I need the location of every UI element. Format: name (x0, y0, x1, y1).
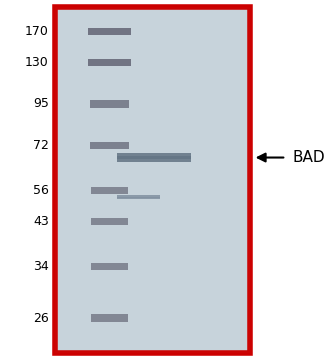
Bar (55, 307, 250, 312)
Bar (55, 330, 250, 336)
Bar (117, 156, 191, 159)
Bar (55, 99, 250, 105)
Bar (55, 7, 250, 13)
Bar (55, 36, 250, 42)
Text: 34: 34 (33, 260, 49, 273)
Bar (55, 249, 250, 255)
Text: 130: 130 (25, 56, 49, 69)
Bar (55, 30, 250, 36)
Bar (90, 141, 129, 149)
Bar (91, 314, 128, 322)
Bar (55, 284, 250, 289)
Bar (55, 209, 250, 215)
Bar (55, 76, 250, 82)
Bar (55, 168, 250, 174)
Bar (55, 134, 250, 140)
Bar (55, 341, 250, 347)
Bar (55, 59, 250, 65)
Bar (55, 266, 250, 272)
Text: 43: 43 (33, 215, 49, 228)
Bar (55, 232, 250, 238)
Bar (55, 255, 250, 261)
Bar (55, 226, 250, 232)
Bar (88, 28, 131, 35)
Bar (55, 278, 250, 284)
Bar (55, 203, 250, 209)
Bar (117, 195, 160, 199)
Bar (55, 151, 250, 157)
Bar (55, 261, 250, 266)
Bar (55, 71, 250, 76)
Bar (55, 336, 250, 341)
Bar (55, 111, 250, 117)
Bar (55, 24, 250, 30)
Text: 56: 56 (33, 184, 49, 197)
Bar (91, 218, 128, 225)
Bar (55, 94, 250, 99)
Bar (55, 243, 250, 249)
Bar (55, 220, 250, 226)
Bar (55, 318, 250, 324)
Bar (55, 122, 250, 128)
Bar (117, 153, 191, 162)
Bar (55, 42, 250, 48)
Bar (55, 105, 250, 111)
Bar (55, 238, 250, 243)
Bar (91, 186, 128, 194)
Bar (55, 197, 250, 203)
Bar (55, 192, 250, 197)
Bar (55, 312, 250, 318)
Bar (55, 13, 250, 19)
Bar (55, 53, 250, 59)
Bar (90, 100, 129, 108)
Bar (55, 128, 250, 134)
Bar (55, 163, 250, 168)
Bar (55, 19, 250, 24)
Bar (55, 48, 250, 53)
Bar (55, 324, 250, 330)
Bar (55, 157, 250, 163)
Bar (55, 180, 250, 186)
Bar (55, 272, 250, 278)
Text: 170: 170 (25, 25, 49, 38)
Text: 26: 26 (33, 312, 49, 325)
Text: 95: 95 (33, 98, 49, 111)
Bar (55, 117, 250, 122)
Bar (91, 262, 128, 270)
Bar (55, 295, 250, 301)
Bar (55, 145, 250, 151)
Text: BAD: BAD (292, 150, 325, 165)
Bar (55, 140, 250, 145)
Bar (55, 186, 250, 192)
Bar (55, 88, 250, 94)
Bar (117, 197, 160, 198)
Bar (55, 347, 250, 353)
Bar (88, 59, 131, 66)
Bar (55, 215, 250, 220)
Text: 72: 72 (33, 139, 49, 152)
Bar (55, 301, 250, 307)
Bar (55, 65, 250, 71)
Bar (55, 174, 250, 180)
Bar (55, 289, 250, 295)
Bar (55, 7, 250, 353)
Bar (55, 82, 250, 88)
